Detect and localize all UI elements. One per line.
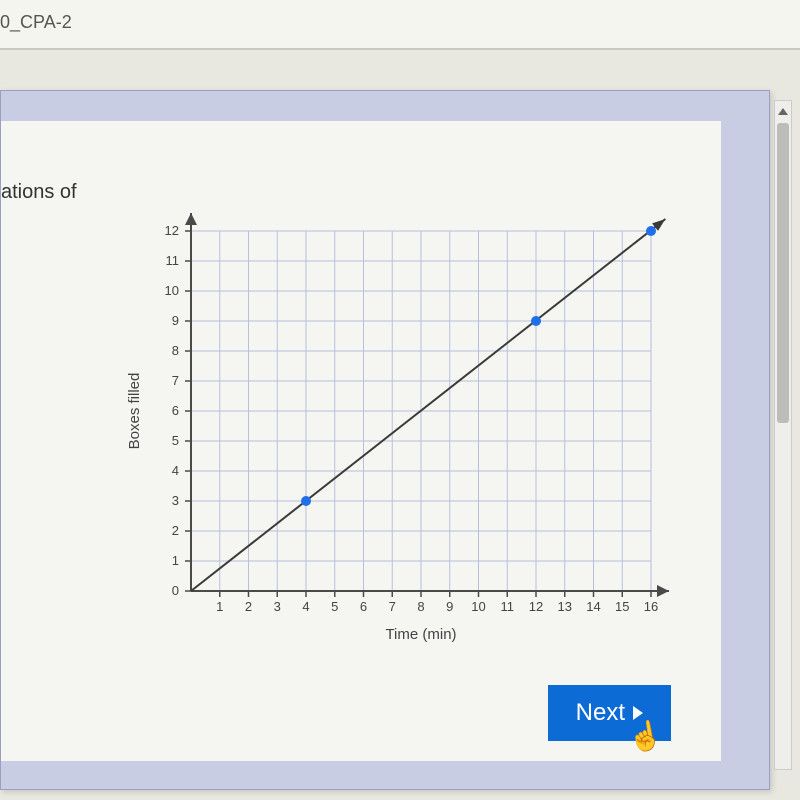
svg-text:2: 2: [245, 599, 252, 614]
svg-text:12: 12: [529, 599, 543, 614]
svg-text:Time (min): Time (min): [385, 626, 456, 643]
scroll-thumb[interactable]: [777, 123, 789, 423]
next-button-label: Next: [576, 699, 625, 727]
svg-text:9: 9: [446, 599, 453, 614]
scroll-up-icon[interactable]: [775, 101, 791, 121]
svg-text:Boxes filled: Boxes filled: [126, 373, 143, 450]
question-panel: ations of 123456789101112131415160123456…: [1, 121, 721, 761]
svg-text:6: 6: [360, 599, 367, 614]
svg-text:14: 14: [586, 599, 600, 614]
svg-text:13: 13: [558, 599, 572, 614]
svg-text:9: 9: [172, 313, 179, 328]
svg-text:0: 0: [172, 583, 179, 598]
svg-text:3: 3: [172, 493, 179, 508]
svg-text:8: 8: [417, 599, 424, 614]
play-icon: [633, 706, 643, 720]
svg-text:12: 12: [165, 223, 179, 238]
chart-svg: 123456789101112131415160123456789101112T…: [121, 211, 681, 651]
svg-text:2: 2: [172, 523, 179, 538]
svg-text:4: 4: [172, 463, 179, 478]
next-button[interactable]: Next: [548, 685, 671, 741]
svg-text:11: 11: [166, 253, 180, 268]
svg-text:11: 11: [501, 599, 515, 614]
line-chart: 123456789101112131415160123456789101112T…: [121, 211, 681, 651]
svg-text:16: 16: [644, 599, 658, 614]
tab-bar: 0_CPA-2: [0, 0, 800, 50]
svg-text:10: 10: [471, 599, 485, 614]
tab-title: 0_CPA-2: [0, 12, 72, 32]
svg-text:1: 1: [216, 599, 223, 614]
svg-text:7: 7: [172, 373, 179, 388]
svg-text:15: 15: [615, 599, 629, 614]
svg-text:8: 8: [172, 343, 179, 358]
content-frame: ations of 123456789101112131415160123456…: [0, 90, 770, 790]
svg-text:5: 5: [331, 599, 338, 614]
vertical-scrollbar[interactable]: [774, 100, 792, 770]
svg-text:6: 6: [172, 403, 179, 418]
svg-text:10: 10: [165, 283, 179, 298]
svg-text:1: 1: [172, 553, 179, 568]
svg-text:4: 4: [302, 599, 309, 614]
question-text-fragment: ations of: [1, 181, 77, 204]
svg-text:5: 5: [172, 433, 179, 448]
svg-text:3: 3: [274, 599, 281, 614]
svg-text:7: 7: [389, 599, 396, 614]
